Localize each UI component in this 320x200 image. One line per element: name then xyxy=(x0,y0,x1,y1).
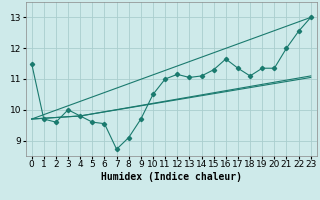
X-axis label: Humidex (Indice chaleur): Humidex (Indice chaleur) xyxy=(101,172,242,182)
